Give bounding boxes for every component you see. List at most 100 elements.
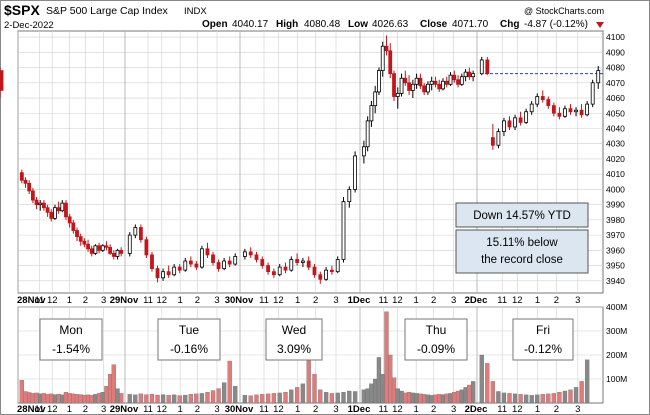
price-tick-label: 3990	[606, 200, 625, 210]
candle-body	[254, 254, 259, 260]
candle-body	[448, 74, 453, 85]
candle-body	[127, 234, 132, 254]
price-tick-label: 4070	[606, 78, 625, 88]
volume-bar	[300, 383, 306, 404]
open-value: 4040.17	[232, 19, 269, 30]
hour-tick-label: 2	[554, 295, 559, 306]
volume-tick-label: 100M	[606, 374, 627, 384]
candle-body	[535, 96, 540, 105]
volume-bar	[115, 388, 120, 404]
volume-bar	[421, 394, 427, 404]
hour-tick-label: 1	[67, 404, 72, 415]
candle-body	[485, 59, 490, 75]
candle-body	[144, 239, 149, 256]
candle-body	[100, 245, 105, 251]
day-change: 3.09%	[277, 342, 311, 356]
candle-body	[78, 236, 83, 242]
candle-body	[463, 71, 468, 78]
daily-change-mon: Mon -1.54%	[39, 318, 103, 361]
candle-body	[53, 207, 57, 219]
volume-bar	[329, 393, 335, 404]
volume-bar	[437, 394, 442, 404]
candle-body	[507, 120, 512, 128]
hour-tick-label: 2	[313, 295, 318, 306]
candle-body	[183, 260, 188, 271]
volume-bar	[312, 374, 317, 404]
day-tick-label: 29Nov	[110, 295, 139, 306]
volume-bar	[119, 393, 124, 404]
volume-bar	[418, 393, 423, 404]
candle-body	[496, 131, 501, 146]
candle-body	[585, 103, 590, 116]
hour-tick-label: 11	[34, 404, 44, 415]
hour-tick-label: 1	[414, 295, 419, 306]
exchange-label: INDX	[184, 6, 207, 17]
candle-body	[82, 240, 87, 245]
close-label: Close	[420, 19, 448, 30]
candle-body	[34, 199, 39, 206]
volume-bars	[19, 311, 590, 404]
candle-body	[471, 73, 476, 78]
candle-body	[227, 260, 232, 265]
volume-bar	[518, 394, 523, 404]
candle-body	[429, 80, 434, 85]
volume-bar	[149, 393, 155, 404]
volume-bar	[45, 394, 50, 404]
high-value: 4080.48	[304, 19, 341, 30]
candle-body	[361, 146, 366, 157]
hour-tick-label: 12	[47, 295, 58, 306]
candle-body	[150, 254, 154, 270]
chart-date: 2-Dec-2022	[4, 20, 54, 31]
volume-bar	[183, 394, 188, 404]
candle-body	[433, 80, 438, 85]
volume-bar	[52, 394, 58, 404]
hour-tick-label: 12	[47, 404, 58, 415]
day-tick-label: 29Nov	[110, 404, 139, 415]
price-tick-label: 3960	[606, 245, 625, 255]
daily-change-fri: Fri -0.12%	[512, 318, 574, 361]
day-tick-label: 1Dec	[348, 295, 371, 306]
candle-body	[248, 251, 253, 256]
hour-tick-label: 12	[157, 404, 168, 415]
hour-tick-label: 2	[431, 295, 436, 306]
volume-bar	[388, 354, 393, 404]
candle-body	[0, 86, 4, 91]
volume-bar	[425, 394, 431, 404]
price-tick-label: 3940	[606, 276, 625, 286]
candle-body	[289, 259, 294, 271]
volume-bar	[111, 364, 116, 404]
volume-bar	[467, 384, 472, 404]
volume-bar	[85, 394, 91, 404]
hour-tick-label: 2	[431, 404, 436, 415]
volume-bar	[341, 392, 346, 404]
candle-body	[444, 80, 449, 85]
chg-value: -4.87 (-0.12%)	[524, 19, 588, 30]
record-note-box	[455, 229, 589, 274]
volume-bar	[429, 395, 434, 404]
candle-body	[540, 96, 545, 100]
volume-bar	[347, 390, 352, 404]
volume-bar	[221, 382, 227, 404]
candle-body	[155, 268, 160, 279]
candle-body	[324, 269, 329, 280]
ytd-note-box	[455, 202, 589, 228]
day-label: Mon	[59, 323, 82, 337]
hour-tick-label: 11	[378, 295, 388, 306]
volume-bar	[104, 386, 109, 404]
high-label: High	[276, 19, 298, 30]
candle-body	[222, 260, 227, 270]
candle-body	[56, 207, 61, 212]
volume-bar	[188, 394, 193, 404]
volume-bar	[501, 392, 507, 404]
price-tick-label: 4000	[606, 184, 625, 194]
volume-bar	[410, 392, 416, 404]
candle-body	[467, 71, 472, 78]
candle-body	[459, 76, 464, 85]
hour-tick-label: 3	[101, 295, 106, 306]
hour-tick-label: 1	[295, 295, 300, 306]
hour-tick-label: 11	[259, 295, 269, 306]
hour-tick-label: 12	[512, 404, 523, 415]
volume-bar	[67, 393, 72, 404]
